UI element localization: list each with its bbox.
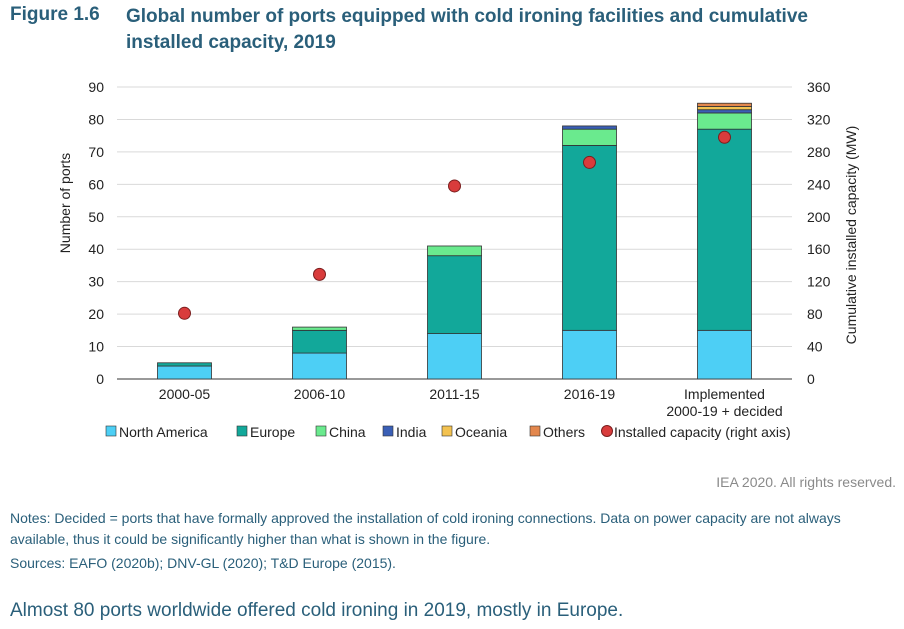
legend-label: China [329,424,366,440]
sources-text: Sources: EAFO (2020b); DNV-GL (2020); T&… [10,555,396,571]
bar-segment-china [562,128,617,146]
y2-tick-label: 120 [807,274,831,290]
legend-swatch [236,425,248,437]
y2-tick-label: 200 [807,209,831,225]
x-tick-label: 2016-19 [564,386,616,402]
y2-tick-label: 160 [807,241,831,257]
bar-segment-oceania [697,106,752,111]
y-tick-label: 20 [88,306,104,322]
y2-axis-label: Cumulative installed capacity (MW) [843,126,859,345]
y-tick-label: 30 [88,274,104,290]
y-tick-label: 70 [88,144,104,160]
bar-segment-north-america [292,352,347,380]
legend-swatch [601,425,613,437]
figure-number: Figure 1.6 [10,4,100,25]
y2-tick-label: 0 [807,371,815,387]
legend-label: India [396,424,427,440]
legend-swatch [105,425,117,437]
y-tick-label: 80 [88,111,104,127]
bar-segment-china [292,326,347,331]
x-tick-label: 2011-15 [429,386,480,402]
bar-segment-north-america [562,329,617,380]
y-tick-label: 40 [88,241,104,257]
capacity-point [178,306,191,320]
stacked-bar-chart: 0 10 20 30 40 50 60 70 80 90 0 40 80 120 160 200 240 280 3… [57,79,859,440]
y2-tick-label: 280 [807,144,831,160]
copyright-notice: IEA 2020. All rights reserved. [716,474,896,490]
notes-text: Notes: Decided = ports that have formall… [10,510,841,547]
y-tick-label: 60 [88,176,104,192]
legend-label: Others [543,424,585,440]
y2-tick-label: 80 [807,306,823,322]
y-tick-label: 50 [88,209,104,225]
y2-tick-label: 40 [807,339,823,355]
legend-swatch [529,425,541,437]
x-tick-label: 2006-10 [294,386,346,402]
bar-segment-europe [157,362,212,367]
bar-segment-north-america [697,329,752,380]
bar-segment-india [562,125,617,130]
y-tick-label: 10 [88,339,104,355]
y2-tick-label: 360 [807,79,831,95]
bar-segment-china [427,245,482,257]
y2-tick-label: 320 [807,111,831,127]
x-tick-label: Implemented 2000-19 + decided [666,386,782,419]
legend-swatch [315,425,327,437]
bar-segment-north-america [427,333,482,380]
bar-segment-others [697,102,752,107]
legend-label: North America [119,424,208,440]
x-tick-label: 2000-05 [159,386,211,402]
legend-label: Europe [250,424,295,440]
bar-segment-china [697,112,752,130]
y-tick-label: 0 [96,371,104,387]
bar-segment-india [697,109,752,114]
legend-swatch [441,425,453,437]
capacity-point [583,155,596,169]
bar-segment-europe [427,255,482,334]
capacity-point [718,130,731,144]
figure-title: Global number of ports equipped with col… [126,6,808,53]
legend-swatch [382,425,394,437]
bar-segment-europe [697,128,752,331]
bar-segment-europe [292,329,347,354]
y2-tick-label: 240 [807,176,831,192]
bar-segment-europe [562,145,617,331]
y-tick-label: 90 [88,79,104,95]
capacity-point [313,267,326,281]
bar-segment-north-america [157,365,212,380]
legend-label: Installed capacity (right axis) [614,424,791,440]
legend-label: Oceania [455,424,507,440]
y-axis-label: Number of ports [57,153,73,253]
capacity-point [448,179,461,193]
summary-caption: Almost 80 ports worldwide offered cold i… [10,600,624,621]
